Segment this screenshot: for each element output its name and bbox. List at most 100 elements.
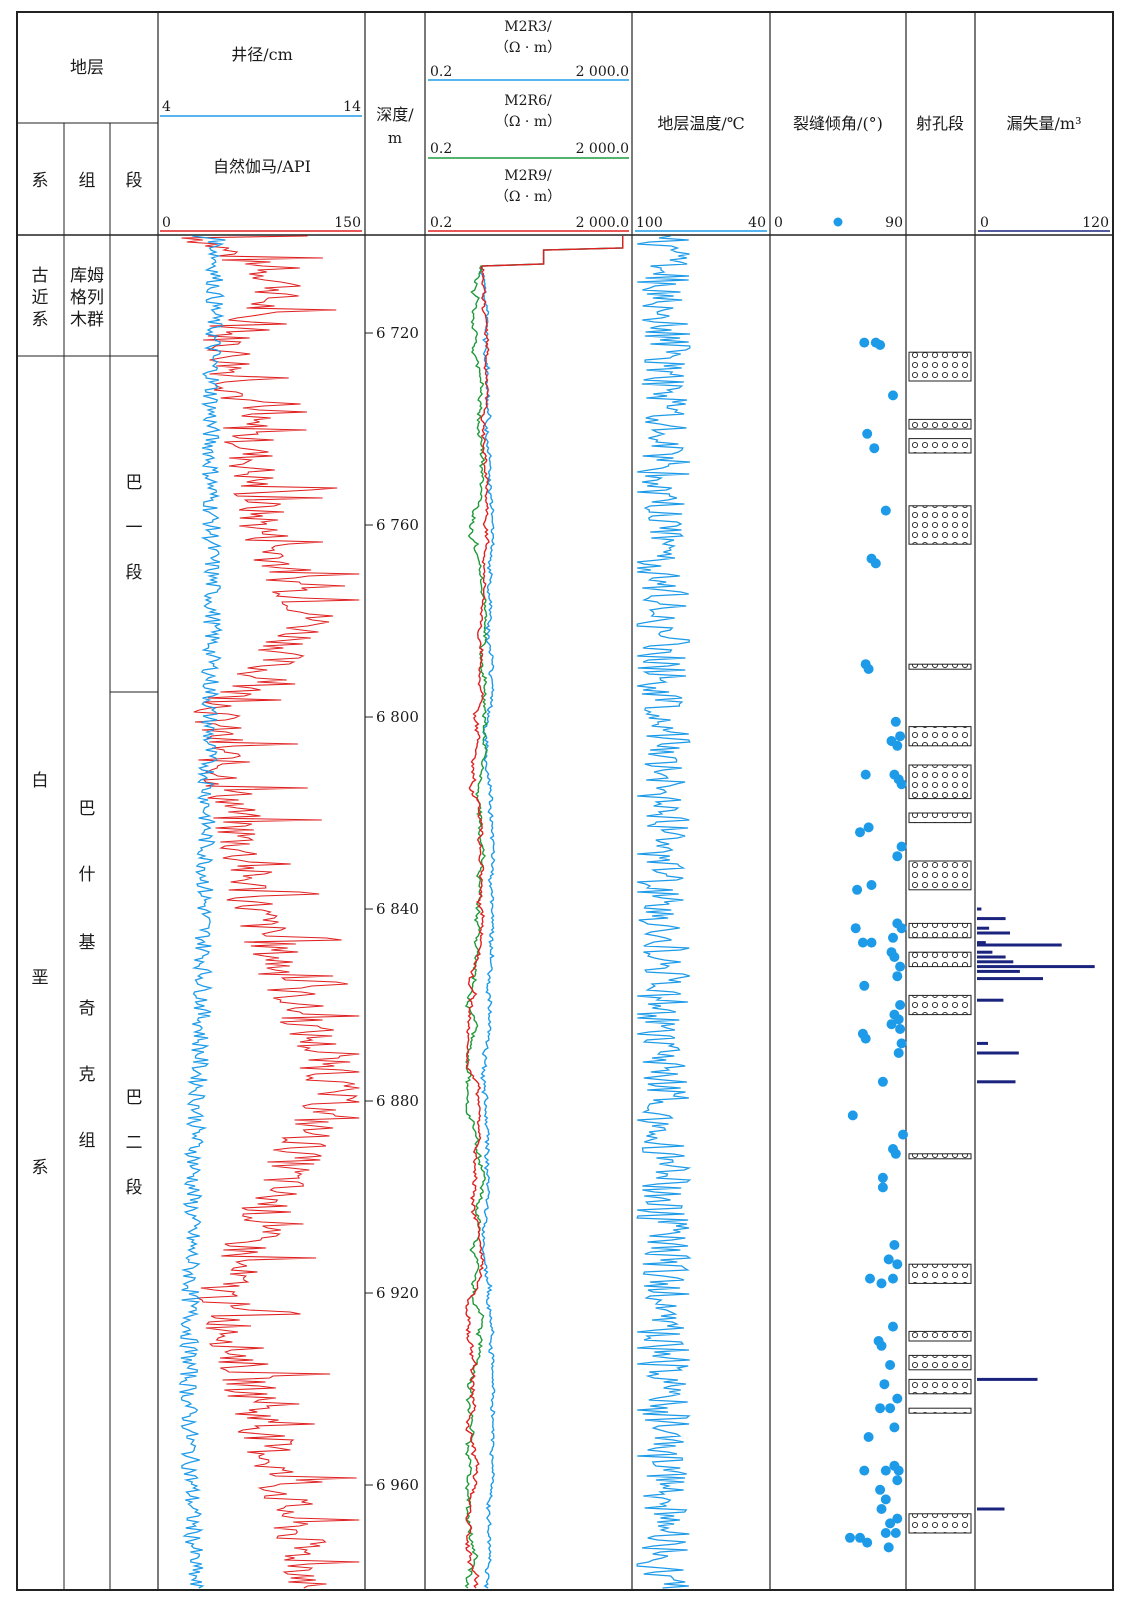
ba2-char-3: 段 <box>126 1178 143 1198</box>
scale-lines <box>160 79 1110 232</box>
r3-max: 2 000.0 <box>576 64 629 80</box>
temp-title: 地层温度/℃ <box>657 114 744 133</box>
r9-min: 0.2 <box>430 215 452 231</box>
perforation-interval <box>908 1330 972 1342</box>
bashijiqike-char-4: 奇 <box>79 999 96 1019</box>
depth-label: 6 760 <box>376 516 419 534</box>
fracture-dip-point <box>892 1393 903 1404</box>
fracture-dip-point <box>860 1033 871 1044</box>
caliper-curve <box>178 235 226 1589</box>
perforation-interval <box>908 351 972 382</box>
fracture-dip-point <box>860 769 871 780</box>
gamma-ray-curve <box>181 235 360 1589</box>
bashijiqike-char-3: 基 <box>79 933 96 953</box>
fracture-dip-point <box>879 1379 890 1390</box>
system-header: 系 <box>32 171 49 191</box>
group-header: 组 <box>79 171 96 191</box>
r9-max: 2 000.0 <box>576 215 629 231</box>
loss-bar <box>977 955 1006 959</box>
perforation-interval <box>908 1263 972 1284</box>
fracture-dip-point <box>883 1542 894 1553</box>
r6-title: M2R6/ <box>504 93 552 109</box>
fracture-dip-point <box>847 1110 858 1121</box>
perforation-interval <box>908 418 972 430</box>
perforation-interval <box>908 1513 972 1534</box>
r3-title: M2R3/ <box>504 19 552 35</box>
bashijiqike-char-6: 组 <box>79 1131 96 1151</box>
bashijiqike-char-5: 克 <box>79 1065 96 1085</box>
loss-bar <box>977 917 1006 921</box>
gr-max: 150 <box>334 215 361 231</box>
strata-column: 古 近 系 库姆 格列 木群 白 垩 系 巴 什 基 奇 克 组 巴 一 段 巴… <box>32 266 143 1198</box>
loss-bar <box>977 1507 1005 1511</box>
fracture-dip-point <box>892 1259 903 1270</box>
fracture-dip-point <box>875 1484 886 1495</box>
fracture-dip-point <box>892 971 903 982</box>
fracture-dip-point <box>888 932 898 943</box>
fracture-dip-point <box>895 731 906 742</box>
cretaceous-char-1: 白 <box>32 771 49 791</box>
fracture-dip-point <box>885 1360 896 1370</box>
loss-bar <box>977 977 1043 981</box>
fracture-dip-point <box>866 937 877 948</box>
fracture-dip-point <box>880 1528 891 1538</box>
fracture-dip-point <box>866 553 877 564</box>
fracture-dip-point <box>892 851 903 862</box>
gr-title: 自然伽马/API <box>213 157 311 176</box>
fracture-dip-point <box>880 1494 891 1505</box>
fracture-dip-point <box>898 1129 908 1140</box>
fracture-dip-point <box>857 937 868 948</box>
perforation-interval <box>908 812 972 824</box>
depth-axis: 6 720 6 760 6 800 6 840 6 880 6 920 6 960 <box>365 324 419 1494</box>
loss-bar <box>977 1080 1016 1084</box>
formation-temperature-curve <box>636 235 692 1589</box>
fracture-dip-point <box>860 659 871 670</box>
loss-bar <box>977 907 982 911</box>
fracture-dip-point <box>890 716 901 727</box>
r6-max: 2 000.0 <box>576 141 629 157</box>
fracture-dip-point <box>869 443 880 454</box>
depth-title: 深度/ <box>376 105 414 124</box>
temp-min: 100 <box>636 215 663 231</box>
fracture-dip-point <box>895 1000 906 1010</box>
fracture-dip-point <box>866 880 877 890</box>
member-header: 段 <box>126 171 143 191</box>
loss-bar <box>977 926 990 930</box>
fracture-dip-point <box>859 337 870 348</box>
fracture-dip-point <box>863 1432 874 1442</box>
loss-bar <box>977 965 1095 969</box>
loss-bar <box>977 998 1004 1002</box>
r9-unit: （Ω · m） <box>495 189 561 205</box>
bashijiqike-char-1: 巴 <box>79 799 96 819</box>
perforation-interval <box>908 994 972 1016</box>
frac-title: 裂缝倾角/(°) <box>793 114 883 133</box>
perf-title: 射孔段 <box>916 114 964 133</box>
caliper-max: 14 <box>343 99 361 115</box>
caliper-min: 4 <box>162 99 171 115</box>
kumgeliemu-line-2: 格列 <box>70 288 104 308</box>
ba1-char-3: 段 <box>126 563 143 583</box>
ba1-char-1: 巴 <box>126 473 143 493</box>
loss-bar <box>977 960 1014 964</box>
fracture-dip-point <box>876 1340 887 1351</box>
m2r3-resistivity-curve <box>478 236 624 1589</box>
depth-label: 6 720 <box>376 324 419 342</box>
fracture-dip-point <box>892 1475 903 1486</box>
loss-max: 120 <box>1082 215 1109 231</box>
cretaceous-char-3: 系 <box>32 1158 49 1178</box>
fracture-dip-point <box>885 1518 896 1529</box>
fracture-dip-point <box>880 1465 891 1476</box>
perforation-interval <box>908 1354 972 1371</box>
r9-title: M2R9/ <box>504 168 552 184</box>
fracture-dip-point <box>892 1513 903 1524</box>
fracture-dip-point <box>888 390 898 401</box>
loss-title: 漏失量/m³ <box>1007 114 1082 133</box>
fracture-dip-point <box>862 428 873 439</box>
perforation-intervals <box>908 351 972 1534</box>
fracture-dip-point <box>875 340 886 350</box>
loss-bar <box>977 931 1010 935</box>
fracture-dip-point <box>892 740 903 751</box>
loss-min: 0 <box>980 215 989 231</box>
perforation-interval <box>908 663 972 670</box>
